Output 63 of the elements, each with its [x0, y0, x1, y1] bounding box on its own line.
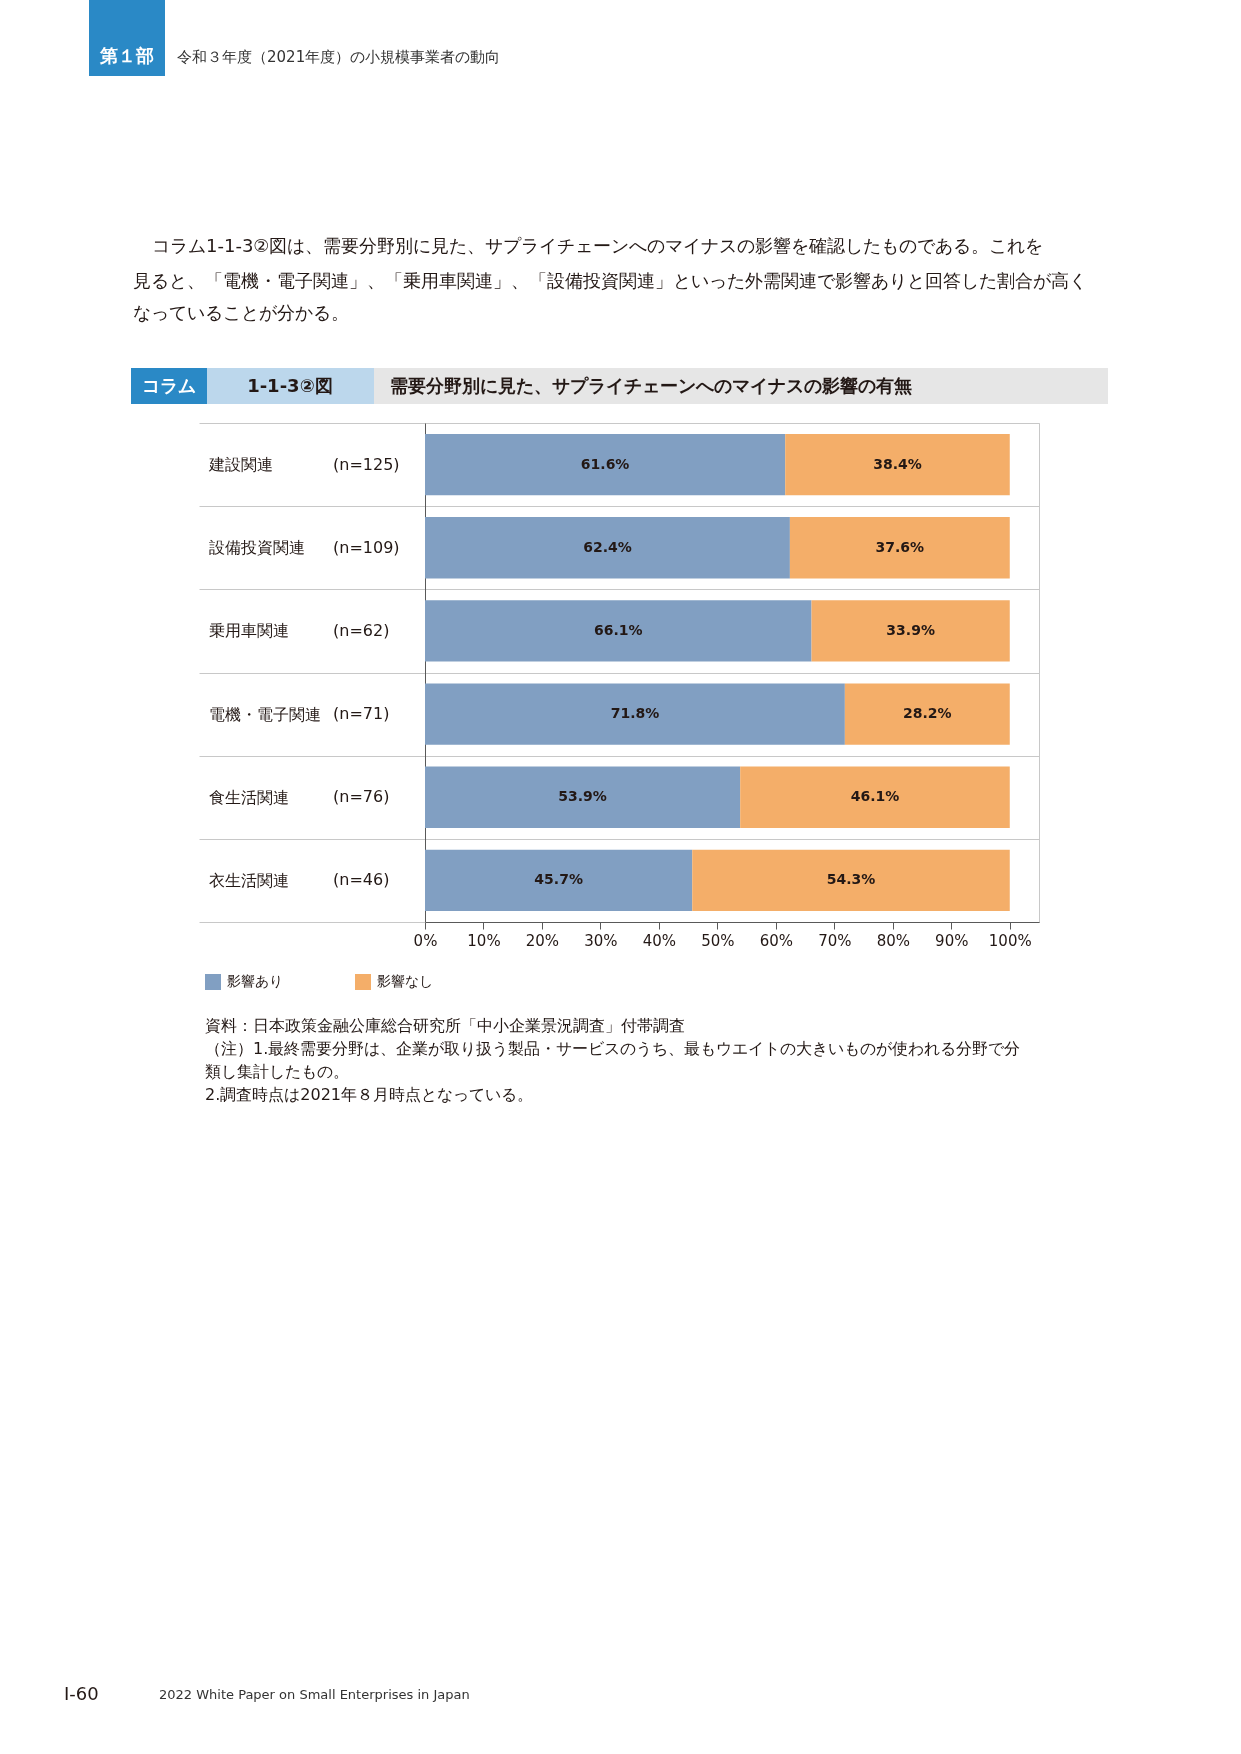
- text: 1-1-3②図: [247, 375, 333, 396]
- text: I-60: [64, 1683, 99, 1704]
- bar: [740, 766, 1010, 828]
- data-label: 53.9%: [558, 788, 607, 805]
- data-label: 28.2%: [903, 705, 952, 722]
- y-tick-label: 設備投資関連: [208, 538, 305, 558]
- data-label: 54.3%: [826, 871, 876, 888]
- y2-tick-label: (n=71): [333, 704, 390, 724]
- bar: [425, 600, 812, 662]
- data-label: 45.7%: [534, 871, 583, 888]
- text: 2022 White Paper on Small Enterprises in Japan: [159, 1687, 470, 1702]
- y-tick-label: 建設関連: [207, 455, 273, 475]
- bar: [425, 517, 790, 579]
- data-label: 66.1%: [593, 621, 643, 638]
- y2-tick-label: (n=125): [333, 454, 400, 474]
- y-tick-label: 乗用車関連: [208, 621, 289, 641]
- y-tick-label: 衣生活関連: [208, 870, 289, 890]
- legend-label: 影響なし: [377, 973, 433, 989]
- x-tick-label: 60%: [759, 931, 794, 950]
- text: コラム1-1-3②図は、需要分野別に見た、サプライチェーンへのマイナスの影響を確認したものである。これを: [152, 235, 1044, 256]
- bar: [844, 683, 1010, 745]
- x-tick-label: 80%: [876, 931, 910, 950]
- data-label: 37.6%: [875, 538, 925, 555]
- bar: [425, 433, 786, 496]
- data-label: 61.6%: [580, 455, 630, 472]
- y2-tick-label: (n=109): [333, 537, 400, 557]
- x-tick-label: 40%: [642, 931, 677, 950]
- y2-tick-label: (n=76): [333, 787, 390, 807]
- data-label: 33.9%: [886, 621, 935, 638]
- text: 令和３年度（2021年度）の小規模事業者の動向: [177, 48, 501, 66]
- bar: [425, 683, 845, 745]
- x-tick-label: 90%: [935, 931, 969, 950]
- bar: [692, 849, 1010, 912]
- y-tick-label: 電機・電子関連: [208, 704, 321, 724]
- bar: [811, 600, 1010, 662]
- data-label: 62.4%: [583, 538, 632, 555]
- text: なっていることが分かる。: [133, 302, 349, 323]
- text: 2.調査時点は2021年８月時点となっている。: [205, 1085, 533, 1104]
- x-tick-label: 70%: [818, 931, 852, 950]
- data-label: 38.4%: [873, 455, 922, 472]
- x-tick-label: 20%: [525, 931, 560, 950]
- y2-tick-label: (n=46): [333, 870, 390, 890]
- x-tick-label: 100%: [988, 931, 1032, 950]
- text: コラム: [142, 375, 196, 396]
- bar: [425, 766, 741, 828]
- data-label: 71.8%: [610, 705, 660, 722]
- y2-tick-label: (n=62): [333, 620, 390, 640]
- text: （注）1.最終需要分野は、企業が取り扱う製品・サービスのうち、最もウエイトの大きいものが使われる分野で分: [205, 1039, 1021, 1058]
- y-tick-label: 食生活関連: [208, 787, 289, 807]
- legend-label: 影響あり: [227, 973, 283, 989]
- x-tick-label: 0%: [413, 931, 438, 950]
- bar: [785, 433, 1010, 496]
- text: 見ると、「電機・電子関連」、「乗用車関連」、「設備投資関連」といった外需関連で影響ありと回答した割合が高く: [133, 270, 1087, 291]
- text: 資料：日本政策金融公庫総合研究所「中小企業景況調査」付帯調査: [205, 1016, 685, 1035]
- text: 第１部: [99, 45, 154, 66]
- x-tick-label: 30%: [584, 931, 618, 950]
- x-tick-label: 10%: [467, 931, 501, 950]
- x-tick-label: 50%: [701, 931, 735, 950]
- bar: [425, 849, 693, 912]
- bar: [789, 517, 1010, 579]
- text: 類し集計したもの。: [205, 1062, 349, 1081]
- data-label: 46.1%: [850, 788, 900, 805]
- chart-title: 需要分野別に見た、サプライチェーンへのマイナスの影響の有無: [390, 375, 912, 396]
